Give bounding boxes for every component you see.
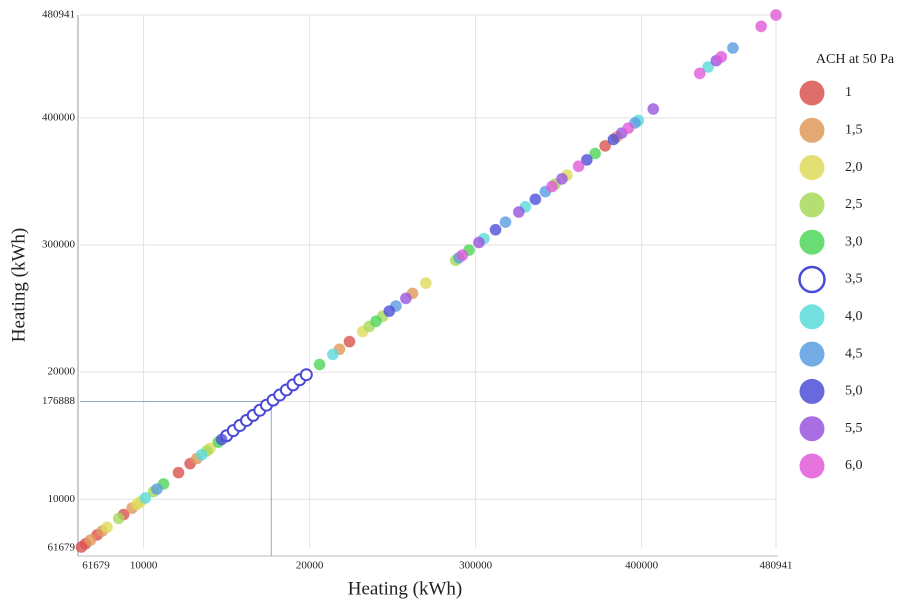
legend-marker xyxy=(799,117,825,143)
data-point xyxy=(572,160,585,173)
x-tick-label: 300000 xyxy=(459,560,493,572)
data-point xyxy=(139,492,152,505)
data-point xyxy=(195,448,208,461)
data-point xyxy=(499,216,512,229)
legend-label: 3,0 xyxy=(845,234,863,249)
legend-marker xyxy=(799,80,825,106)
legend-label: 6,0 xyxy=(845,458,863,473)
data-point xyxy=(622,122,635,135)
y-tick-label: 400000 xyxy=(42,111,76,123)
legend-marker xyxy=(799,229,825,255)
data-point xyxy=(607,133,620,146)
y-tick-label: 176888 xyxy=(42,395,76,407)
data-point xyxy=(399,292,412,305)
legend-title: ACH at 50 Pa xyxy=(816,52,895,67)
legend-label: 3,5 xyxy=(845,272,863,287)
y-axis-title: Heating (kWh) xyxy=(8,228,29,342)
data-point xyxy=(770,9,782,21)
data-point xyxy=(101,521,114,534)
legend-marker xyxy=(799,304,825,330)
data-point xyxy=(693,67,706,80)
data-point xyxy=(529,193,542,206)
data-point xyxy=(715,50,728,63)
y-tick-label: 20000 xyxy=(48,366,76,378)
legend-label: 1,5 xyxy=(845,123,863,138)
y-tick-label: 10000 xyxy=(48,493,76,505)
data-point xyxy=(150,483,163,496)
data-point xyxy=(343,335,356,348)
legend-marker xyxy=(799,341,825,367)
legend-marker xyxy=(799,453,825,479)
legend-label: 1 xyxy=(845,85,852,100)
legend-label: 5,0 xyxy=(845,384,863,399)
legend-marker xyxy=(798,265,826,294)
data-point xyxy=(313,358,326,371)
legend-label: 4,5 xyxy=(845,346,863,361)
data-point xyxy=(299,368,313,382)
data-point xyxy=(512,205,525,218)
legend-marker xyxy=(799,192,825,218)
legend-label: 2,5 xyxy=(845,197,863,212)
data-point xyxy=(489,223,502,236)
data-point xyxy=(215,433,228,446)
data-point xyxy=(555,172,568,185)
x-tick-label: 61679 xyxy=(82,560,110,572)
y-tick-label: 61679 xyxy=(48,542,76,554)
legend-marker xyxy=(799,416,825,442)
legend-label: 4,0 xyxy=(845,309,863,324)
data-point xyxy=(599,139,612,152)
data-point xyxy=(647,102,660,115)
data-point xyxy=(589,147,602,160)
legend-marker xyxy=(799,155,825,181)
x-tick-label: 400000 xyxy=(625,560,659,572)
data-point xyxy=(84,533,97,546)
y-tick-label: 300000 xyxy=(42,239,76,251)
legend-marker xyxy=(799,378,825,404)
data-point xyxy=(472,236,485,249)
y-tick-label: 480941 xyxy=(42,9,75,21)
data-point xyxy=(172,466,185,479)
data-point xyxy=(726,41,739,54)
x-tick-label: 10000 xyxy=(130,560,158,572)
data-point xyxy=(456,249,469,262)
data-point xyxy=(370,315,383,328)
x-tick-label: 480941 xyxy=(760,560,793,572)
data-point xyxy=(702,61,715,74)
data-point xyxy=(580,153,593,166)
data-point xyxy=(383,305,396,318)
data-point xyxy=(112,512,125,525)
x-tick-label: 20000 xyxy=(296,560,324,572)
data-point xyxy=(326,348,339,361)
legend-label: 5,5 xyxy=(845,421,863,436)
data-point xyxy=(755,20,768,33)
data-point xyxy=(545,180,558,193)
data-point xyxy=(419,277,432,290)
legend-label: 2,0 xyxy=(845,160,863,175)
x-axis-title: Heating (kWh) xyxy=(348,578,462,599)
